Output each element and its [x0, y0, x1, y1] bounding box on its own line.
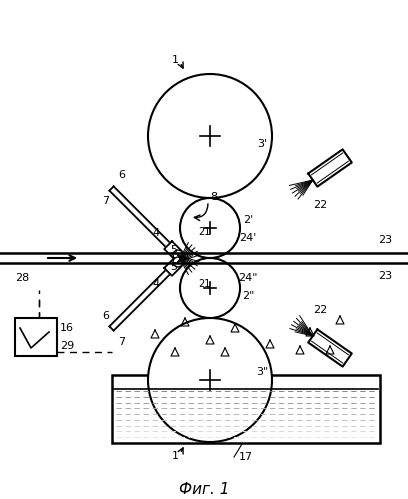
Text: 22: 22	[313, 305, 327, 315]
Circle shape	[173, 257, 183, 267]
Text: 3": 3"	[256, 367, 268, 377]
Bar	[15, 318, 57, 356]
Circle shape	[180, 258, 240, 318]
Text: 17: 17	[239, 452, 253, 462]
Text: 1: 1	[171, 451, 179, 461]
Polygon shape	[164, 258, 182, 276]
Text: Фиг. 1: Фиг. 1	[179, 483, 229, 498]
Text: 1: 1	[171, 55, 179, 65]
Bar	[112, 375, 380, 443]
Text: 4: 4	[153, 279, 160, 289]
Text: 24": 24"	[238, 273, 258, 283]
Text: 6: 6	[118, 170, 125, 180]
Text: 5: 5	[171, 262, 177, 272]
Text: 16: 16	[60, 323, 74, 333]
Text: 28: 28	[15, 273, 29, 283]
Text: 24': 24'	[239, 233, 257, 243]
Polygon shape	[308, 149, 352, 187]
Text: 21: 21	[198, 279, 210, 289]
Circle shape	[173, 250, 183, 260]
Text: 3': 3'	[257, 139, 267, 149]
Text: 22: 22	[313, 200, 327, 210]
Text: 29: 29	[60, 341, 74, 351]
Text: 7: 7	[102, 196, 109, 206]
Text: 4: 4	[153, 228, 160, 238]
Text: 5: 5	[171, 245, 177, 255]
Text: 23: 23	[378, 235, 392, 245]
Circle shape	[148, 318, 272, 442]
Text: 2': 2'	[243, 215, 253, 225]
Text: 7: 7	[118, 337, 125, 347]
Text: 6: 6	[102, 311, 109, 321]
Circle shape	[180, 198, 240, 258]
Polygon shape	[308, 329, 352, 367]
Circle shape	[148, 74, 272, 198]
Polygon shape	[164, 241, 182, 259]
Text: 23: 23	[378, 271, 392, 281]
Text: 2": 2"	[242, 291, 254, 301]
Text: 21: 21	[198, 227, 210, 237]
Text: 8: 8	[211, 192, 217, 202]
